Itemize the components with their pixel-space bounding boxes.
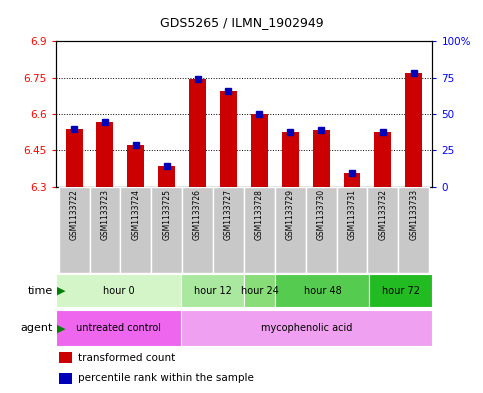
Text: untreated control: untreated control — [76, 323, 161, 333]
Text: GSM1133731: GSM1133731 — [347, 189, 356, 240]
Bar — [58, 187, 89, 273]
Text: GSM1133732: GSM1133732 — [378, 189, 387, 240]
Bar — [97, 123, 114, 187]
Text: ▶: ▶ — [57, 286, 65, 296]
Text: ▶: ▶ — [57, 323, 65, 333]
Bar — [158, 166, 175, 187]
Bar — [337, 187, 368, 273]
Bar — [181, 274, 244, 307]
Text: mycophenolic acid: mycophenolic acid — [261, 323, 353, 333]
Bar — [151, 187, 182, 273]
Bar — [251, 114, 268, 187]
Bar — [89, 187, 120, 273]
Text: GSM1133724: GSM1133724 — [131, 189, 141, 240]
Bar — [244, 274, 275, 307]
Bar — [59, 352, 72, 364]
Text: hour 24: hour 24 — [241, 286, 279, 296]
Text: hour 0: hour 0 — [102, 286, 134, 296]
Bar — [213, 187, 244, 273]
Text: GSM1133729: GSM1133729 — [286, 189, 295, 240]
Bar — [220, 91, 237, 187]
Text: GSM1133725: GSM1133725 — [162, 189, 171, 240]
Text: transformed count: transformed count — [78, 353, 175, 363]
Bar — [59, 373, 72, 384]
Text: GSM1133728: GSM1133728 — [255, 189, 264, 240]
Bar — [56, 310, 181, 346]
Text: GSM1133726: GSM1133726 — [193, 189, 202, 240]
Bar — [56, 274, 181, 307]
Bar — [244, 187, 275, 273]
Text: GSM1133722: GSM1133722 — [70, 189, 79, 240]
Bar — [275, 274, 369, 307]
Bar — [369, 274, 432, 307]
Text: agent: agent — [21, 323, 53, 333]
Bar — [182, 187, 213, 273]
Bar — [313, 130, 329, 187]
Bar — [282, 132, 298, 187]
Bar — [405, 73, 422, 187]
Text: GSM1133723: GSM1133723 — [100, 189, 110, 240]
Text: GDS5265 / ILMN_1902949: GDS5265 / ILMN_1902949 — [160, 16, 323, 29]
Text: time: time — [28, 286, 53, 296]
Text: percentile rank within the sample: percentile rank within the sample — [78, 373, 254, 383]
Bar — [181, 310, 432, 346]
Text: GSM1133733: GSM1133733 — [409, 189, 418, 241]
Text: GSM1133727: GSM1133727 — [224, 189, 233, 240]
Text: GSM1133730: GSM1133730 — [317, 189, 326, 241]
Bar — [368, 187, 398, 273]
Bar — [306, 187, 337, 273]
Text: hour 12: hour 12 — [194, 286, 231, 296]
Bar — [398, 187, 429, 273]
Bar — [66, 129, 83, 187]
Bar — [128, 145, 144, 187]
Text: hour 48: hour 48 — [303, 286, 341, 296]
Text: hour 72: hour 72 — [382, 286, 420, 296]
Bar — [275, 187, 306, 273]
Bar — [189, 79, 206, 187]
Bar — [120, 187, 151, 273]
Bar — [374, 132, 391, 187]
Bar — [343, 173, 360, 187]
